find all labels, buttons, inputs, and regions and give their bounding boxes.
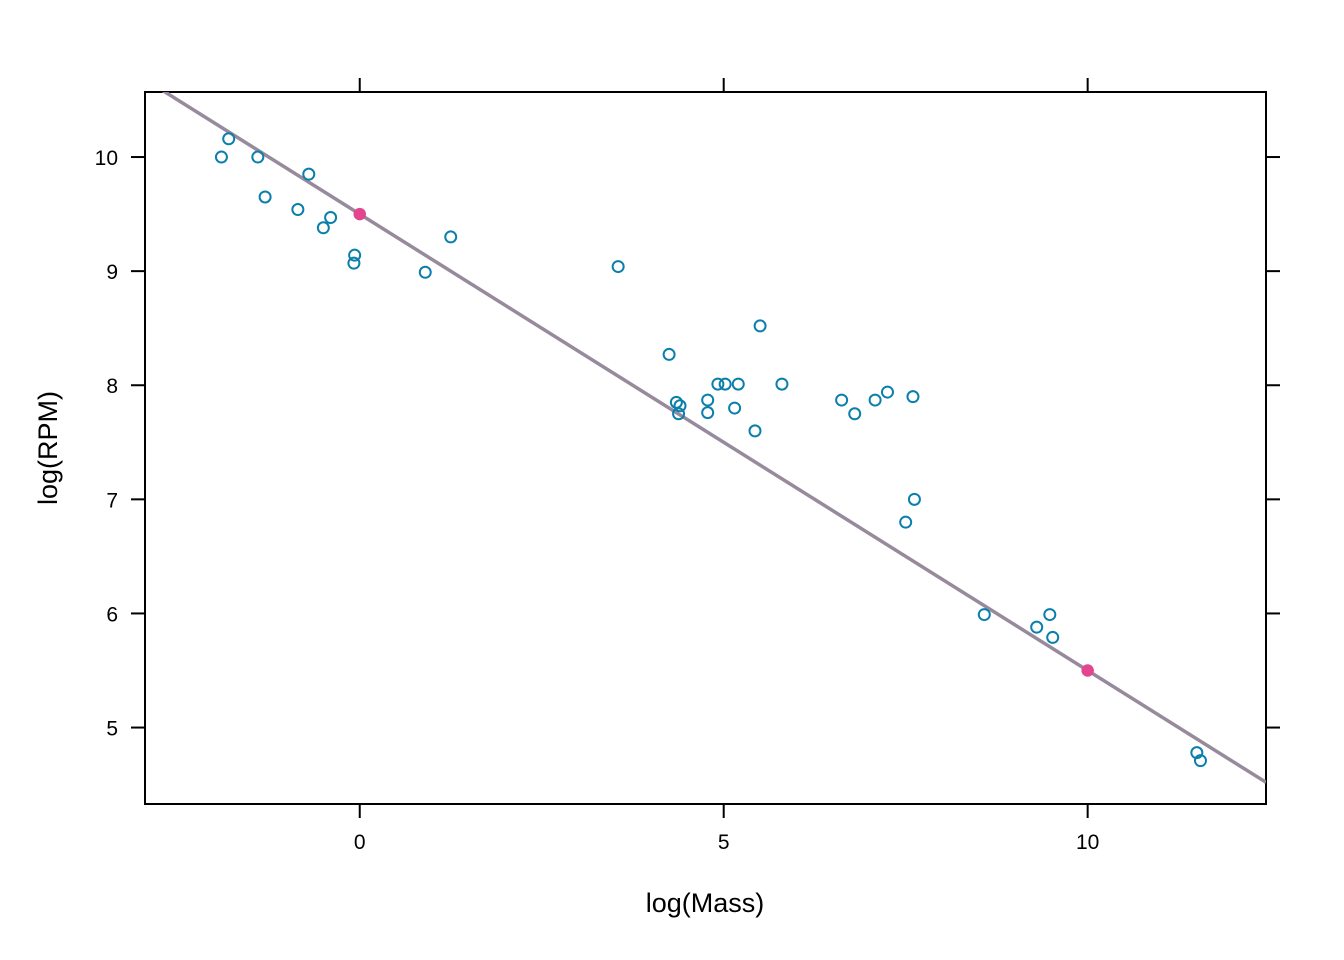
data-point	[907, 492, 921, 506]
data-point	[753, 319, 767, 333]
fit-line-layer	[161, 92, 1266, 784]
data-point	[880, 385, 894, 399]
data-point	[347, 256, 361, 270]
y-axis-title: log(RPM)	[33, 391, 63, 505]
y-tick-label: 9	[106, 261, 118, 284]
data-point	[672, 407, 686, 421]
data-point	[718, 377, 732, 391]
plot-frame	[144, 91, 1267, 805]
highlight-point	[353, 207, 366, 221]
data-point	[899, 515, 913, 529]
data-point	[701, 406, 715, 420]
y-tick-label: 6	[106, 603, 118, 626]
data-point	[324, 211, 338, 225]
data-point	[1190, 746, 1204, 760]
x-tick-label: 5	[718, 831, 730, 854]
data-point	[906, 390, 920, 404]
data-point	[251, 150, 265, 164]
data-point	[673, 399, 687, 413]
data-point	[848, 407, 862, 421]
highlight-point	[1081, 664, 1094, 677]
data-point	[662, 347, 676, 361]
data-point	[711, 377, 725, 391]
data-point	[1043, 608, 1057, 622]
data-point	[748, 424, 762, 438]
data-point	[977, 608, 991, 622]
data-point	[1046, 630, 1060, 644]
data-point	[1030, 620, 1044, 634]
data-point	[728, 401, 742, 415]
x-tick-label: 0	[354, 831, 366, 854]
y-tick-label: 10	[95, 147, 118, 170]
data-point	[214, 150, 228, 164]
y-tick-label: 5	[106, 718, 118, 741]
data-point	[222, 132, 236, 146]
data-point	[868, 393, 882, 407]
data-point	[775, 377, 789, 391]
points-layer	[214, 132, 1207, 768]
fit-line	[161, 92, 1266, 784]
data-point	[731, 377, 745, 391]
data-point	[302, 167, 316, 181]
data-point	[418, 265, 432, 279]
data-point	[701, 393, 715, 407]
data-point	[835, 393, 849, 407]
data-point	[444, 230, 458, 244]
data-point	[316, 221, 330, 235]
x-tick-label: 10	[1076, 831, 1099, 854]
data-point	[291, 203, 305, 217]
y-tick-label: 7	[106, 489, 118, 512]
data-point	[1193, 754, 1207, 768]
axis-ticks: 0 5 10 5 6 7 8 9 10	[95, 78, 1280, 854]
data-point	[348, 248, 362, 262]
y-tick-label: 8	[106, 375, 118, 398]
data-point	[611, 260, 625, 274]
x-axis-title: log(Mass)	[646, 888, 765, 918]
data-point	[258, 190, 272, 204]
